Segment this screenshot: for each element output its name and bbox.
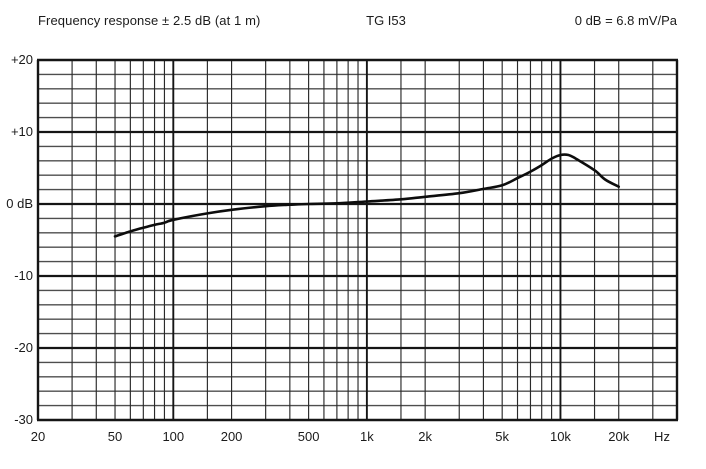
- chart-reference-level: 0 dB = 6.8 mV/Pa: [574, 13, 677, 28]
- y-tick-label: +20: [10, 52, 33, 67]
- x-tick-label: 50: [107, 429, 123, 444]
- x-tick-label: 500: [297, 429, 320, 444]
- x-tick-label: 20k: [608, 429, 630, 444]
- x-tick-label: 5k: [495, 429, 510, 444]
- x-tick-label: 20: [30, 429, 46, 444]
- y-tick-label: +10: [10, 124, 33, 139]
- x-tick-label: 1k: [360, 429, 374, 444]
- y-tick-label: -10: [14, 268, 33, 283]
- y-tick-label: -20: [14, 340, 33, 355]
- x-tick-label: 200: [220, 429, 243, 444]
- chart-title: TG I53: [366, 13, 406, 28]
- x-axis-unit-label: Hz: [654, 429, 670, 444]
- response-curve: [113, 153, 620, 238]
- y-tick-label: 0 dB: [6, 196, 33, 211]
- x-tick-label: 2k: [418, 429, 433, 444]
- y-tick-label: -30: [14, 412, 33, 427]
- x-tick-label: 10k: [549, 429, 571, 444]
- x-tick-label: 100: [162, 429, 185, 444]
- chart-subtitle: Frequency response ± 2.5 dB (at 1 m): [38, 13, 261, 28]
